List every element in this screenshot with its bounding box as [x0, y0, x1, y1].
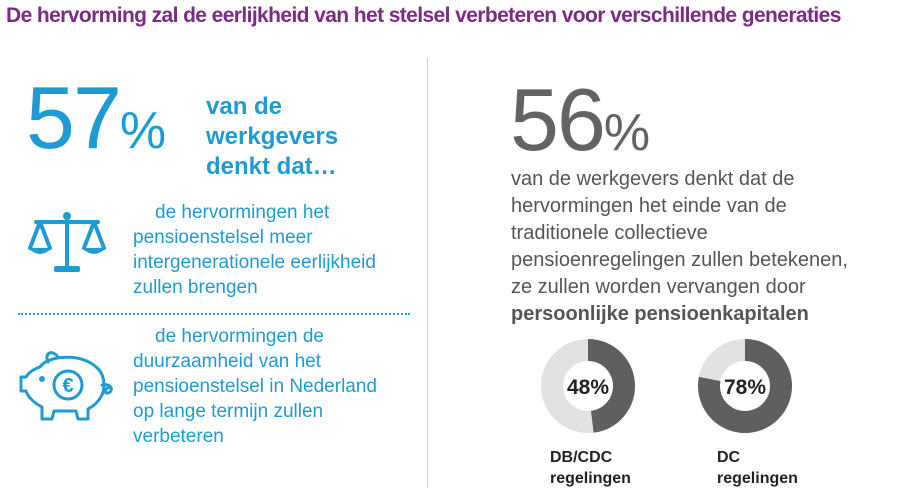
left-item-line: de hervormingen het [155, 202, 330, 223]
donut-caption-dc: DC regelingen [717, 447, 817, 489]
page-title: De hervorming zal de eerlijkheid van het… [6, 4, 841, 27]
donut-label: 78% [724, 376, 766, 399]
donut-value-arc [541, 339, 635, 433]
right-stat-percent: % [603, 104, 651, 162]
left-item-line: pensioenstelsel in Nederland [133, 376, 377, 397]
left-item-line: duurzaamheid van het [133, 351, 322, 372]
donut-db-cdc: 48% [541, 339, 635, 433]
left-lead-line: denkt dat… [206, 153, 337, 180]
left-item-line: intergenerationele eerlijkheid [133, 252, 376, 273]
piggy-bank-euro-icon: € [19, 351, 113, 421]
left-lead-line: van de [206, 93, 283, 120]
left-item-line: op lange termijn zullen [133, 401, 324, 422]
right-stat: 56% [510, 76, 650, 164]
right-body-line: van de werkgevers denkt dat de [511, 168, 795, 190]
left-item-fairness: de hervormingen het pensioenstelsel meer… [133, 200, 413, 300]
right-body-line: ze zullen worden vervangen door [511, 276, 806, 298]
left-item-line: pensioenstelsel meer [133, 227, 313, 248]
donut-caption-line: regelingen [550, 470, 631, 487]
left-item-line: verbeteren [133, 426, 224, 447]
left-stat-number: 57 [26, 68, 122, 167]
right-body: van de werkgevers denkt dat de hervormin… [511, 166, 896, 328]
right-stat-number: 56 [510, 70, 606, 169]
donut-dc: 78% [698, 339, 792, 433]
left-stat-percent: % [119, 102, 167, 160]
left-item-sustainability: de hervormingen de duurzaamheid van het … [133, 324, 413, 449]
donut-caption-line: DB/CDC [550, 449, 613, 466]
left-item-line: de hervormingen de [155, 326, 324, 347]
left-stat: 57% [26, 74, 166, 162]
dotted-divider [18, 313, 410, 315]
left-lead-line: werkgevers [206, 123, 339, 150]
right-body-line: traditionele collectieve [511, 222, 708, 244]
donut-caption-db-cdc: DB/CDC regelingen [550, 447, 650, 489]
right-body-line: hervormingen het einde van de [511, 195, 787, 217]
donut-label: 48% [567, 376, 609, 399]
vertical-divider [427, 58, 428, 488]
donut-caption-line: DC [717, 449, 741, 466]
right-body-line: pensioenregelingen zullen betekenen, [511, 249, 848, 271]
svg-text:€: € [62, 375, 73, 397]
scale-icon [28, 212, 106, 272]
donut-caption-line: regelingen [717, 470, 798, 487]
left-lead: van de werkgevers denkt dat… [206, 92, 406, 182]
left-item-line: zullen brengen [133, 277, 258, 298]
donut-value-arc [698, 339, 792, 433]
right-body-bold: persoonlijke pensioenkapitalen [511, 303, 809, 325]
